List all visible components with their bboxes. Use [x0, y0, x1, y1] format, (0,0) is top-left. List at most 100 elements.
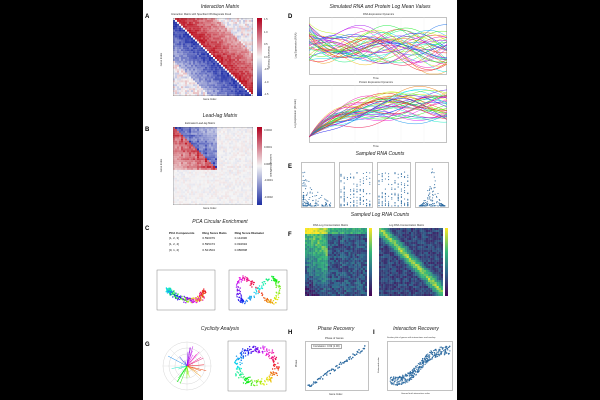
heatmap-cell: [179, 201, 182, 204]
heatmap-cell: [207, 166, 210, 169]
count-point: [426, 201, 428, 203]
heatmap-cell: [175, 49, 178, 52]
heatmap-cell: [211, 41, 214, 44]
heatmap-cell: [205, 201, 208, 204]
heatmap-cell: [211, 158, 214, 161]
matrix-cell: [307, 240, 310, 243]
heatmap-cell: [251, 68, 253, 71]
heatmap-cell: [221, 25, 224, 28]
heatmap-cell: [183, 189, 186, 192]
matrix-cell: [338, 246, 341, 249]
matrix-cell: [344, 232, 347, 235]
heatmap-cell: [221, 57, 224, 60]
scatter-point: [197, 299, 199, 302]
heatmap-cell: [197, 74, 200, 77]
count-point: [340, 181, 342, 183]
heatmap-cell: [217, 45, 220, 48]
heatmap-cell: [239, 171, 242, 174]
heatmap-cell: [241, 167, 244, 170]
heatmap-cell: [209, 74, 212, 77]
heatmap-cell: [183, 45, 186, 48]
heatmap-cell: [177, 150, 180, 153]
rna-dynamics-ylabel: Log Expression (RNA): [294, 32, 298, 59]
heatmap-cell: [227, 31, 230, 34]
heatmap-cell: [249, 166, 252, 169]
heatmap-cell: [179, 156, 182, 159]
matrix-cell: [338, 248, 341, 251]
heatmap-cell: [237, 179, 240, 182]
heatmap-cell: [187, 31, 190, 34]
heatmap-cell: [207, 68, 210, 71]
scatter-point: [235, 355, 238, 357]
heatmap-cell: [185, 39, 188, 42]
matrix-cell: [329, 248, 332, 251]
scatter-point: [197, 296, 200, 299]
heatmap-cell: [247, 84, 250, 87]
matrix-cell: [336, 238, 339, 241]
heatmap-cell: [241, 191, 244, 194]
heatmap-cell: [179, 152, 182, 155]
heatmap-cell: [187, 37, 190, 40]
heatmap-cell: [175, 152, 178, 155]
heatmap-cell: [229, 19, 232, 22]
count-point: [305, 185, 307, 187]
heatmap-cell: [179, 84, 182, 87]
heatmap-cell: [249, 189, 252, 192]
count-point: [404, 176, 406, 179]
scatter-point: [266, 383, 268, 385]
heatmap-cell: [227, 37, 230, 40]
heatmap-cell: [191, 45, 194, 48]
heatmap-cell: [201, 66, 204, 69]
heatmap-cell: [241, 181, 244, 184]
heatmap-cell: [237, 76, 240, 79]
heatmap-cell: [177, 203, 180, 205]
heatmap-cell: [191, 150, 194, 153]
heatmap-cell: [183, 25, 186, 28]
heatmap-cell: [195, 37, 198, 40]
count-point: [434, 180, 436, 182]
scatter-point: [244, 302, 246, 305]
heatmap-cell: [209, 68, 212, 71]
heatmap-cell: [217, 74, 220, 77]
heatmap-cell: [245, 152, 248, 155]
heatmap-cell: [181, 84, 184, 87]
heatmap-cell: [249, 92, 252, 95]
heatmap-cell: [215, 84, 218, 87]
count-point: [378, 183, 380, 185]
count-point: [381, 203, 383, 205]
heatmap-cell: [173, 18, 176, 21]
heatmap-cell: [211, 84, 214, 87]
heatmap-cell: [203, 199, 206, 202]
heatmap-cell: [239, 82, 242, 85]
scatter-point: [268, 299, 270, 301]
heatmap-cell: [213, 60, 216, 63]
count-point: [404, 171, 406, 173]
heatmap-cell: [187, 72, 190, 75]
heatmap-cell: [241, 160, 244, 163]
heatmap-cell: [233, 47, 236, 50]
heatmap-cell: [239, 49, 242, 52]
heatmap-cell: [195, 128, 198, 131]
heatmap-cell: [229, 187, 232, 190]
heatmap-cell: [241, 144, 244, 147]
heatmap-cell: [217, 142, 220, 145]
heatmap-cell: [231, 62, 234, 65]
heatmap-cell: [205, 68, 208, 71]
heatmap-cell: [221, 152, 224, 155]
heatmap-cell: [199, 169, 202, 172]
matrix-cell: [331, 246, 335, 249]
heatmap-cell: [203, 136, 206, 139]
heatmap-cell: [215, 166, 218, 169]
heatmap-cell: [211, 173, 214, 176]
heatmap-cell: [231, 195, 234, 198]
heatmap-cell: [205, 94, 208, 96]
matrix-cell: [327, 246, 330, 249]
heatmap-cell: [247, 53, 250, 56]
heatmap-cell: [227, 60, 230, 63]
count-point: [304, 198, 306, 201]
heatmap-cell: [223, 127, 226, 130]
scatter-point: [255, 350, 258, 353]
scatter-point: [262, 352, 264, 354]
heatmap-cell: [195, 31, 198, 34]
heatmap-cell: [197, 134, 200, 137]
